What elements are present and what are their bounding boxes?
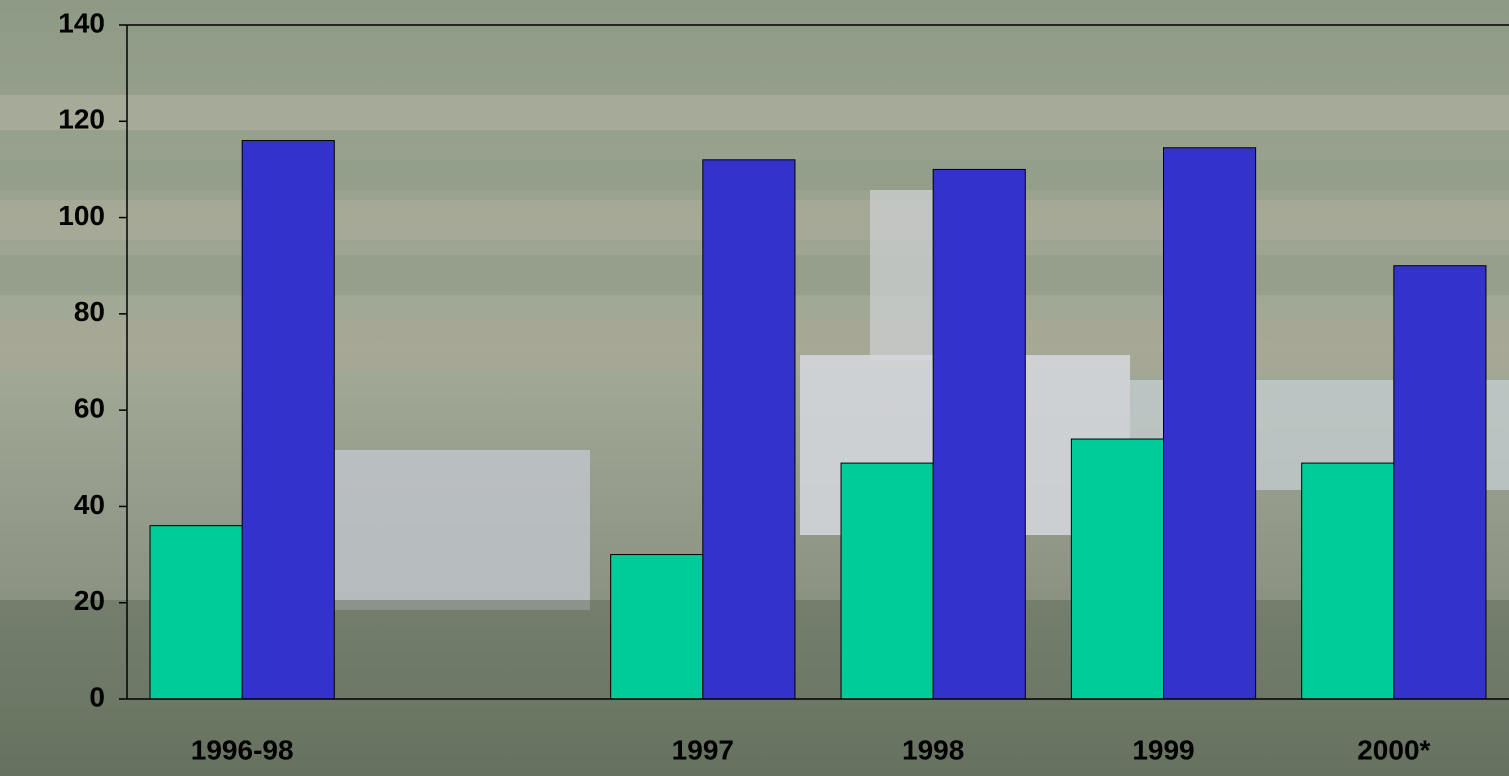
y-tick-label: 120 xyxy=(58,104,105,135)
bar xyxy=(840,462,934,700)
x-tick-label: 2000* xyxy=(1357,734,1430,765)
y-tick-label: 100 xyxy=(58,200,105,231)
x-tick-label: 1996-98 xyxy=(191,734,294,765)
y-tick-label: 40 xyxy=(74,489,105,520)
y-tick-label: 0 xyxy=(89,681,105,712)
bar xyxy=(149,525,243,700)
x-tick-label: 1997 xyxy=(672,734,734,765)
bar xyxy=(1301,462,1395,700)
y-tick-label: 60 xyxy=(74,393,105,424)
y-tick-label: 80 xyxy=(74,296,105,327)
bar xyxy=(241,140,335,700)
x-tick-label: 1998 xyxy=(902,734,964,765)
bar xyxy=(932,168,1026,700)
bar xyxy=(1163,147,1257,700)
bar xyxy=(1393,265,1487,700)
bar xyxy=(610,554,704,700)
y-tick-label: 20 xyxy=(74,585,105,616)
bar xyxy=(702,159,796,700)
bar xyxy=(1070,438,1165,700)
x-tick-label: 1999 xyxy=(1132,734,1194,765)
y-tick-label: 140 xyxy=(58,7,105,38)
